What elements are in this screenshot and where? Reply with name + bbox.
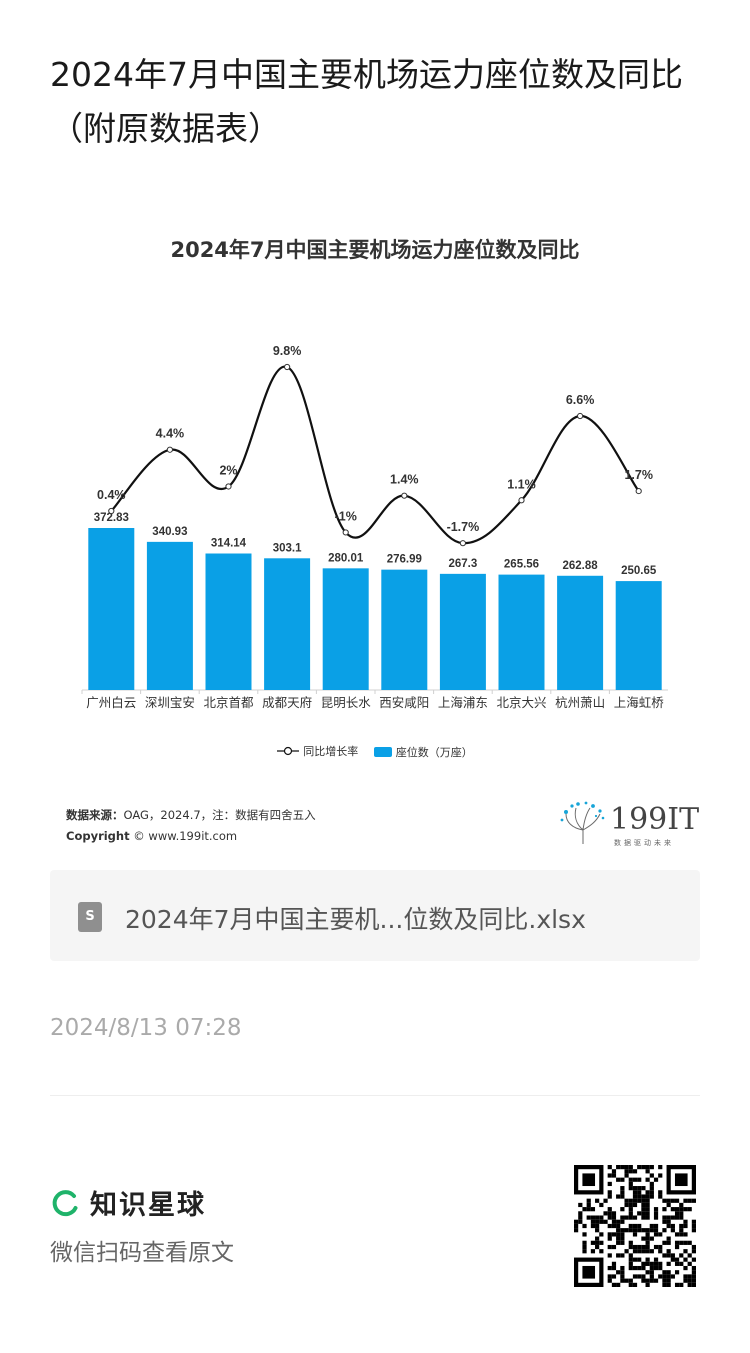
growth-point-4 xyxy=(342,529,349,536)
bar-value-label-0: 372.83 xyxy=(94,512,129,524)
legend-bar-icon xyxy=(373,747,392,757)
knowledge-planet-icon xyxy=(52,1189,78,1216)
growth-point-3 xyxy=(284,363,291,371)
growth-point-1 xyxy=(166,446,173,453)
growth-label-5: 1.4% xyxy=(390,473,419,487)
qr-code[interactable] xyxy=(574,1165,696,1287)
attachment-card[interactable]: S 2024年7月中国主要机...位数及同比.xlsx xyxy=(50,870,700,961)
bar-3 xyxy=(264,558,311,690)
bar-value-label-9: 250.65 xyxy=(621,565,657,577)
growth-label-8: 6.6% xyxy=(566,393,595,407)
bar-value-label-3: 303.1 xyxy=(273,542,302,554)
logo-subtext: 数据驱动未来 xyxy=(614,839,674,847)
bar-6 xyxy=(439,573,486,690)
legend-label-growth: 同比增长率 xyxy=(303,745,359,758)
growth-label-2: 2% xyxy=(219,463,237,477)
bar-5 xyxy=(381,569,428,690)
page-title: 2024年7月中国主要机场运力座位数及同比（附原数据表） xyxy=(50,55,683,148)
bar-value-label-5: 276.99 xyxy=(387,554,422,566)
legend-line-icon xyxy=(277,746,300,756)
bar-1 xyxy=(146,541,193,690)
bar-value-label-7: 265.56 xyxy=(504,559,539,571)
growth-label-1: 4.4% xyxy=(156,427,185,441)
chart-svg: 372.83 广州白云 340.93 深圳宝安 314.14 北京首都 303.1 成都天府 2… xyxy=(81,344,668,710)
growth-point-8 xyxy=(577,412,584,420)
bar-value-label-6: 267.3 xyxy=(449,558,478,570)
growth-label-4: -1% xyxy=(335,509,357,523)
bar-8 xyxy=(557,575,604,690)
x-tick-label-7: 北京大兴 xyxy=(496,695,546,710)
qr-hint: 微信扫码查看原文 xyxy=(50,1240,234,1266)
post-date: 2024/8/13 07:28 xyxy=(50,1015,242,1041)
growth-line xyxy=(110,365,640,545)
spreadsheet-icon: S xyxy=(78,902,102,932)
x-tick-label-8: 杭州萧山 xyxy=(555,695,605,710)
bar-0 xyxy=(88,528,135,690)
growth-label-6: -1.7% xyxy=(447,520,480,534)
bar-value-label-8: 262.88 xyxy=(563,560,599,572)
source-label: 数据来源： xyxy=(66,808,124,822)
bar-value-label-1: 340.93 xyxy=(152,526,187,538)
logo-text: 199IT xyxy=(610,802,700,837)
growth-label-0: 0.4% xyxy=(97,488,126,502)
bar-value-label-2: 314.14 xyxy=(211,538,247,550)
source-text: OAG，2024.7，注：数据有四舍五入 xyxy=(123,808,316,822)
x-tick-label-4: 昆明长水 xyxy=(321,695,372,710)
x-tick-label-9: 上海虹桥 xyxy=(614,695,665,710)
brand-name: 知识星球 xyxy=(90,1190,206,1221)
growth-point-7 xyxy=(518,497,525,504)
bar-9 xyxy=(615,581,662,690)
legend-label-seats: 座位数（万座） xyxy=(395,746,473,759)
attachment-filename[interactable]: 2024年7月中国主要机...位数及同比.xlsx xyxy=(125,905,586,934)
growth-point-6 xyxy=(459,540,466,547)
legend-item-growth: 同比增长率 xyxy=(277,743,358,759)
bar-7 xyxy=(498,574,545,690)
growth-point-0 xyxy=(108,507,115,515)
dandelion-logo-icon xyxy=(560,801,605,844)
growth-label-7: 1.1% xyxy=(507,477,536,491)
divider xyxy=(50,1095,700,1096)
x-tick-label-0: 广州白云 xyxy=(86,695,136,710)
chart-source: 数据来源：OAG，2024.7，注：数据有四舍五入 Copyright © ww… xyxy=(66,805,316,847)
x-tick-label-5: 西安咸阳 xyxy=(379,695,429,710)
x-tick-label-6: 上海浦东 xyxy=(438,695,488,710)
legend-item-seats: 座位数（万座） xyxy=(373,744,473,760)
chart-legend: 同比增长率 座位数（万座） xyxy=(0,743,750,760)
chart-card: 2024年7月中国主要机场运力座位数及同比 372.83 广州白云 340.93 深圳… xyxy=(0,210,750,870)
chart-title: 2024年7月中国主要机场运力座位数及同比 xyxy=(170,238,580,262)
brand-row: 知识星球 xyxy=(50,1183,206,1222)
growth-point-9 xyxy=(635,487,642,495)
x-tick-label-3: 成都天府 xyxy=(262,695,312,710)
copyright-text: © www.199it.com xyxy=(133,829,238,843)
growth-label-3: 9.8% xyxy=(273,344,302,358)
bar-value-label-4: 280.01 xyxy=(328,552,364,564)
x-tick-label-1: 深圳宝安 xyxy=(145,695,195,710)
x-tick-label-2: 北京首都 xyxy=(203,695,254,710)
copyright-label: Copyright xyxy=(66,829,130,843)
growth-point-2 xyxy=(225,483,232,490)
brand-logo: 199IT 数据驱动未来 xyxy=(558,800,700,848)
bar-4 xyxy=(322,568,369,690)
growth-point-5 xyxy=(401,492,408,499)
growth-label-9: 1.7% xyxy=(624,468,653,482)
bar-2 xyxy=(205,553,252,690)
